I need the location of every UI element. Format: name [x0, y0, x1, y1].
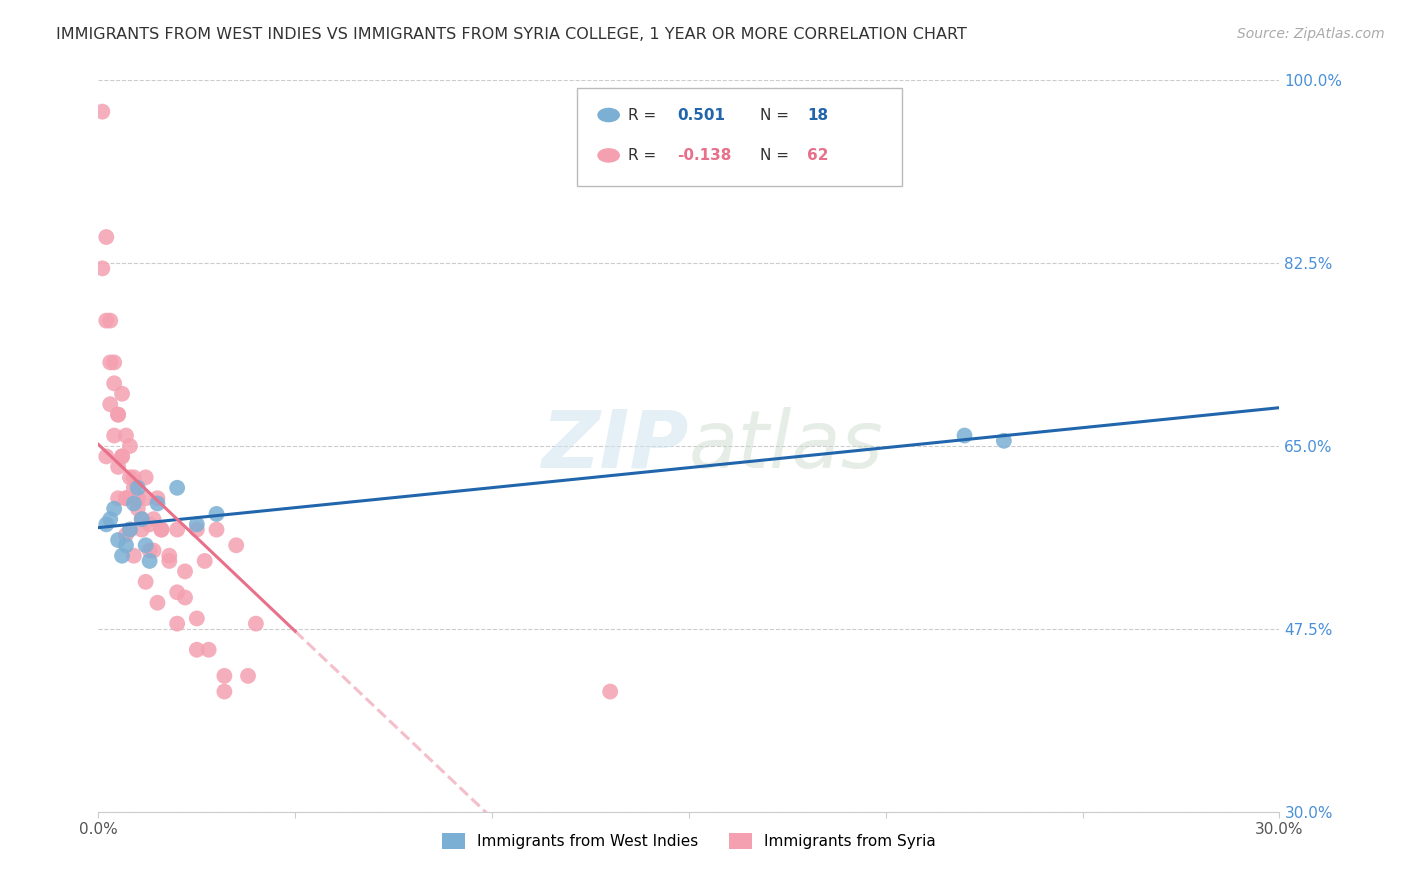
Point [138, 517, 160, 532]
Text: N =: N = [759, 148, 789, 163]
Text: R =: R = [627, 148, 655, 163]
Text: 18: 18 [807, 108, 828, 122]
Point [111, 549, 134, 563]
Point [236, 669, 259, 683]
Point [150, 523, 173, 537]
Point [205, 523, 228, 537]
Text: N =: N = [759, 108, 789, 122]
Point [205, 507, 228, 521]
Point [118, 470, 141, 484]
Point [115, 491, 138, 506]
Point [98, 512, 121, 526]
Point [122, 481, 145, 495]
Point [186, 611, 208, 625]
Point [135, 574, 157, 589]
Point [107, 459, 129, 474]
Point [150, 523, 173, 537]
Point [131, 523, 153, 537]
Point [166, 616, 188, 631]
Point [146, 596, 169, 610]
Point [599, 684, 621, 698]
Point [194, 554, 217, 568]
Point [166, 523, 188, 537]
Text: -0.138: -0.138 [678, 148, 731, 163]
Point [111, 386, 134, 401]
Point [118, 439, 141, 453]
Point [225, 538, 247, 552]
Point [142, 543, 165, 558]
Point [197, 642, 219, 657]
Point [98, 313, 121, 327]
Circle shape [598, 149, 619, 162]
Point [96, 450, 118, 464]
Point [91, 261, 114, 276]
Point [135, 538, 157, 552]
Text: ZIP: ZIP [541, 407, 689, 485]
Point [127, 491, 149, 506]
Point [107, 408, 129, 422]
Point [214, 684, 236, 698]
Point [166, 585, 188, 599]
Point [138, 554, 160, 568]
Point [166, 481, 188, 495]
Point [122, 549, 145, 563]
Point [98, 355, 121, 369]
Circle shape [598, 109, 619, 121]
Point [103, 376, 125, 391]
Point [135, 470, 157, 484]
Point [174, 591, 197, 605]
Text: 0.501: 0.501 [678, 108, 725, 122]
Point [107, 408, 129, 422]
Point [103, 501, 125, 516]
Point [174, 565, 197, 579]
Point [118, 523, 141, 537]
Point [142, 512, 165, 526]
Point [127, 481, 149, 495]
Point [157, 549, 180, 563]
Point [186, 642, 208, 657]
Point [214, 669, 236, 683]
Legend: Immigrants from West Indies, Immigrants from Syria: Immigrants from West Indies, Immigrants … [436, 827, 942, 855]
Point [993, 434, 1015, 448]
Point [103, 355, 125, 369]
Point [107, 491, 129, 506]
Point [138, 543, 160, 558]
Point [96, 517, 118, 532]
Text: IMMIGRANTS FROM WEST INDIES VS IMMIGRANTS FROM SYRIA COLLEGE, 1 YEAR OR MORE COR: IMMIGRANTS FROM WEST INDIES VS IMMIGRANT… [56, 27, 967, 42]
Point [131, 512, 153, 526]
Point [115, 528, 138, 542]
Point [115, 538, 138, 552]
Point [122, 496, 145, 510]
Point [186, 517, 208, 532]
Point [96, 230, 118, 244]
Point [118, 523, 141, 537]
Text: R =: R = [627, 108, 655, 122]
Point [98, 397, 121, 411]
Point [91, 104, 114, 119]
Point [157, 554, 180, 568]
FancyBboxPatch shape [576, 87, 901, 186]
Point [146, 496, 169, 510]
Text: 62: 62 [807, 148, 828, 163]
Point [111, 450, 134, 464]
Text: atlas: atlas [689, 407, 884, 485]
Point [111, 450, 134, 464]
Point [953, 428, 976, 442]
Point [107, 533, 129, 547]
Point [131, 512, 153, 526]
Point [186, 523, 208, 537]
Point [115, 428, 138, 442]
Point [245, 616, 267, 631]
Point [135, 491, 157, 506]
Point [96, 313, 118, 327]
Point [115, 491, 138, 506]
Point [146, 491, 169, 506]
Point [122, 470, 145, 484]
Point [103, 428, 125, 442]
Text: Source: ZipAtlas.com: Source: ZipAtlas.com [1237, 27, 1385, 41]
Point [127, 501, 149, 516]
